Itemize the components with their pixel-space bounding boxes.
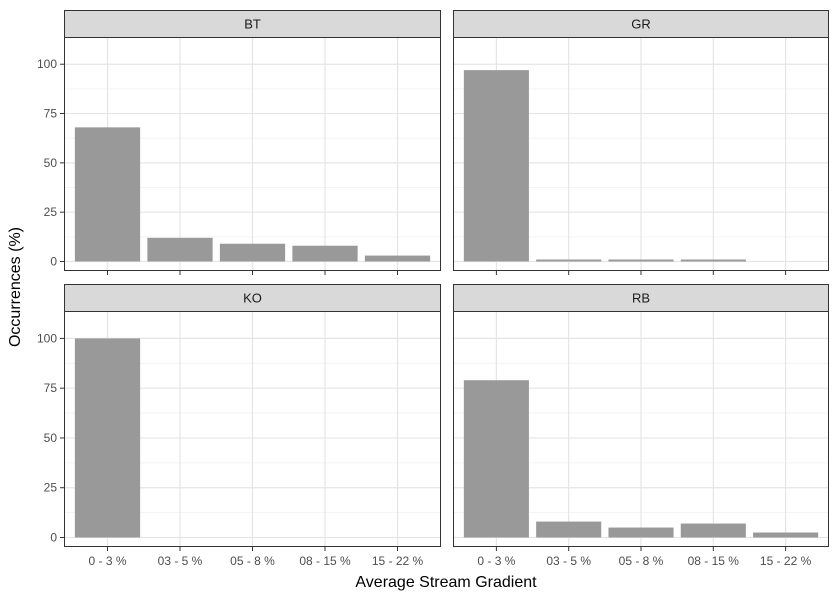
- x-axis-title: Average Stream Gradient: [355, 574, 537, 591]
- x-tick-label: 05 - 8 %: [619, 554, 664, 568]
- bar-gr-2: [608, 259, 674, 262]
- bar-bt-4: [364, 255, 431, 262]
- bar-bt-3: [292, 245, 358, 262]
- bar-bt-2: [219, 243, 286, 262]
- panel-gr: GR: [453, 10, 829, 275]
- bar-gr-0: [463, 70, 529, 262]
- y-tick-label: 25: [44, 205, 58, 219]
- y-tick-label: 100: [37, 57, 57, 71]
- panel-rb: RB 0 - 3 % 03 - 5 % 05 - 8 % 08 - 15 % 15 - 2…: [453, 284, 829, 568]
- y-axis-title: Occurrences (%): [7, 227, 24, 347]
- y-tick-label: 0: [50, 255, 57, 269]
- bar-rb-3: [680, 523, 746, 538]
- bar-bt-1: [147, 237, 213, 262]
- facet-strip: [453, 10, 829, 38]
- bar-gr-1: [536, 259, 602, 262]
- x-tick-label: 15 - 22 %: [760, 554, 812, 568]
- bar-rb-1: [536, 521, 602, 538]
- panel-ko: KO 0 25 50 75 100 0 - 3 % 03 - 5 % 05 - 8 % 08 - …: [37, 284, 441, 568]
- bar-rb-0: [463, 380, 529, 538]
- y-tick-label: 50: [44, 431, 58, 445]
- x-tick-label: 0 - 3 %: [88, 554, 126, 568]
- y-tick-label: 25: [44, 481, 58, 495]
- facet-strip-label: KO: [243, 291, 262, 306]
- x-tick-label: 08 - 15 %: [299, 554, 351, 568]
- x-tick-label: 0 - 3 %: [477, 554, 515, 568]
- bar-gr-3: [680, 259, 746, 262]
- x-tick-label: 15 - 22 %: [372, 554, 424, 568]
- x-tick-label: 05 - 8 %: [230, 554, 275, 568]
- bar-bt-0: [74, 127, 141, 262]
- facet-strip: [453, 284, 829, 312]
- y-tick-label: 75: [44, 381, 58, 395]
- bar-rb-4: [753, 532, 819, 538]
- x-tick-label: 03 - 5 %: [546, 554, 591, 568]
- panel-bt: BT 0 25 50 75 100: [37, 10, 441, 275]
- facet-strip-label: GR: [631, 17, 651, 32]
- y-tick-label: 75: [44, 107, 58, 121]
- facet-strip: [64, 284, 441, 312]
- bar-ko-0: [74, 338, 141, 538]
- facet-strip: [64, 10, 441, 38]
- y-tick-label: 0: [50, 531, 57, 545]
- y-tick-label: 50: [44, 156, 58, 170]
- y-tick-label: 100: [37, 331, 57, 345]
- bar-rb-2: [608, 527, 674, 538]
- x-tick-label: 08 - 15 %: [688, 554, 740, 568]
- x-tick-label: 03 - 5 %: [158, 554, 203, 568]
- facet-strip-label: RB: [632, 291, 650, 306]
- facet-strip-label: BT: [244, 17, 261, 32]
